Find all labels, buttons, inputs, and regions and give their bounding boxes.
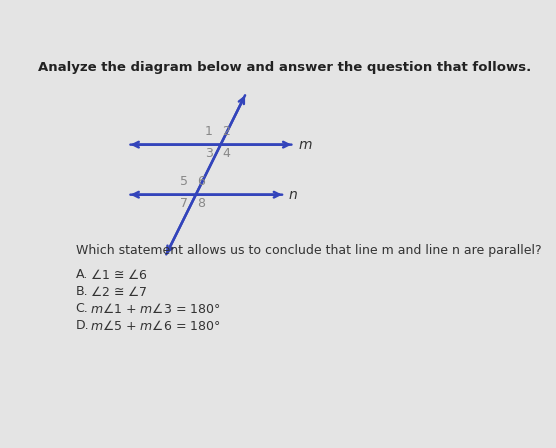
- Text: 5: 5: [180, 175, 188, 188]
- Text: 2: 2: [222, 125, 230, 138]
- Text: B.: B.: [76, 285, 88, 298]
- Text: 8: 8: [197, 197, 205, 210]
- Text: 1: 1: [205, 125, 213, 138]
- Text: $\angle$2 ≅ $\angle$7: $\angle$2 ≅ $\angle$7: [90, 285, 147, 299]
- Text: Which statement allows us to conclude that line m and line n are parallel?: Which statement allows us to conclude th…: [76, 244, 542, 257]
- Text: 6: 6: [197, 175, 205, 188]
- Text: $m\angle$5 + $m\angle$6 = 180°: $m\angle$5 + $m\angle$6 = 180°: [90, 319, 220, 332]
- Text: $\angle$1 ≅ $\angle$6: $\angle$1 ≅ $\angle$6: [90, 268, 147, 282]
- Text: A.: A.: [76, 268, 88, 281]
- Text: 7: 7: [180, 197, 188, 210]
- Text: D.: D.: [76, 319, 90, 332]
- Text: n: n: [289, 188, 297, 202]
- Text: m: m: [298, 138, 311, 151]
- Text: Analyze the diagram below and answer the question that follows.: Analyze the diagram below and answer the…: [38, 61, 532, 74]
- Text: 3: 3: [205, 147, 213, 160]
- Text: $m\angle$1 + $m\angle$3 = 180°: $m\angle$1 + $m\angle$3 = 180°: [90, 302, 220, 316]
- Text: C.: C.: [76, 302, 88, 314]
- Text: 4: 4: [222, 147, 230, 160]
